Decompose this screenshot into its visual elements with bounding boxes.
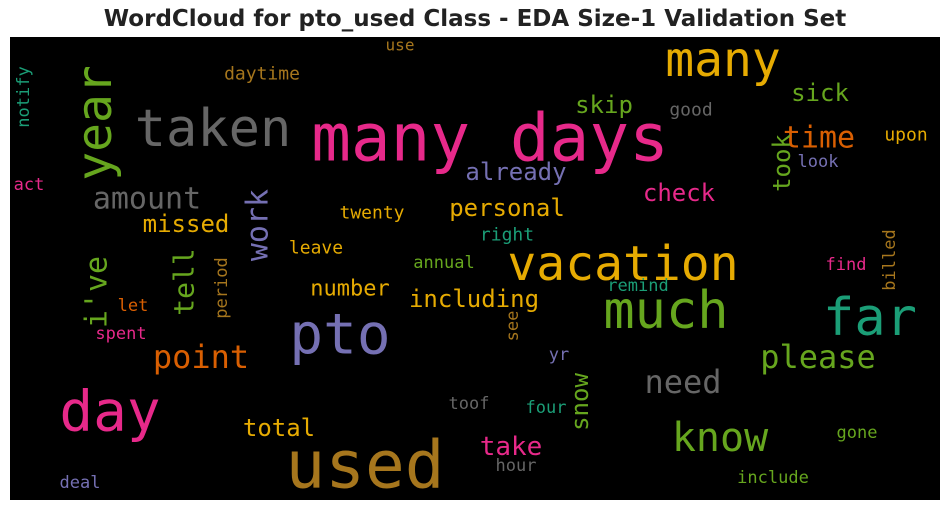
word-billed: billed	[880, 229, 900, 290]
word-gone: gone	[837, 423, 878, 443]
word-sick: sick	[791, 79, 849, 107]
word-many: many	[665, 37, 781, 88]
word-taken: taken	[135, 99, 292, 159]
word-including: including	[409, 285, 539, 313]
figure-title: WordCloud for pto_used Class - EDA Size-…	[103, 6, 847, 32]
word-need: need	[644, 363, 721, 401]
word-find: find	[826, 255, 867, 275]
word-already: already	[465, 158, 566, 186]
word-many-days: many days	[311, 100, 669, 177]
word-work: work	[241, 189, 276, 261]
word-much: much	[603, 281, 728, 341]
word-toof: toof	[449, 394, 490, 414]
word-good: good	[669, 100, 712, 121]
word-point: point	[153, 338, 249, 376]
word-remind: remind	[607, 276, 668, 296]
word-please: please	[760, 338, 876, 376]
word-number: number	[310, 277, 389, 302]
word-amount: amount	[93, 182, 201, 217]
word-let: let	[118, 296, 149, 316]
word-four: four	[526, 398, 567, 418]
word-act: act	[14, 175, 45, 195]
word-used: used	[286, 427, 445, 501]
word-pto: pto	[289, 303, 390, 368]
word-missed: missed	[143, 210, 230, 238]
word-period: period	[212, 257, 232, 318]
word-right: right	[480, 225, 534, 246]
word-vacation: vacation	[507, 236, 738, 292]
word-cloud-canvas: many days used taken many year vacation pto muc…	[10, 37, 940, 500]
word-daytime: daytime	[224, 64, 300, 85]
word-check: check	[643, 179, 716, 207]
word-take: take	[480, 432, 543, 462]
word-far: far	[823, 288, 917, 348]
word-i-ve: i've	[80, 256, 115, 328]
word-twenty: twenty	[339, 203, 404, 224]
word-know: know	[672, 415, 769, 461]
word-tell: tell	[168, 248, 201, 315]
word-hour: hour	[496, 456, 537, 476]
word-day: day	[59, 380, 160, 445]
word-took: took	[768, 134, 796, 192]
word-upon: upon	[884, 125, 927, 146]
word-include: include	[737, 468, 809, 488]
word-leave: leave	[289, 238, 343, 259]
word-time: time	[783, 121, 855, 156]
word-notify: notify	[14, 66, 34, 127]
word-deal: deal	[60, 473, 101, 493]
word-use: use	[386, 37, 415, 55]
word-personal: personal	[449, 194, 565, 222]
word-see: see	[503, 311, 523, 342]
word-total: total	[243, 414, 315, 442]
word-annual: annual	[413, 253, 474, 273]
word-snow: snow	[566, 373, 594, 431]
word-cloud-svg: many days used taken many year vacation pto muc…	[14, 37, 928, 501]
word-skip: skip	[575, 91, 633, 119]
word-year: year	[67, 65, 123, 181]
word-spent: spent	[95, 324, 146, 344]
word-yr: yr	[549, 345, 569, 365]
word-look: look	[798, 152, 839, 172]
